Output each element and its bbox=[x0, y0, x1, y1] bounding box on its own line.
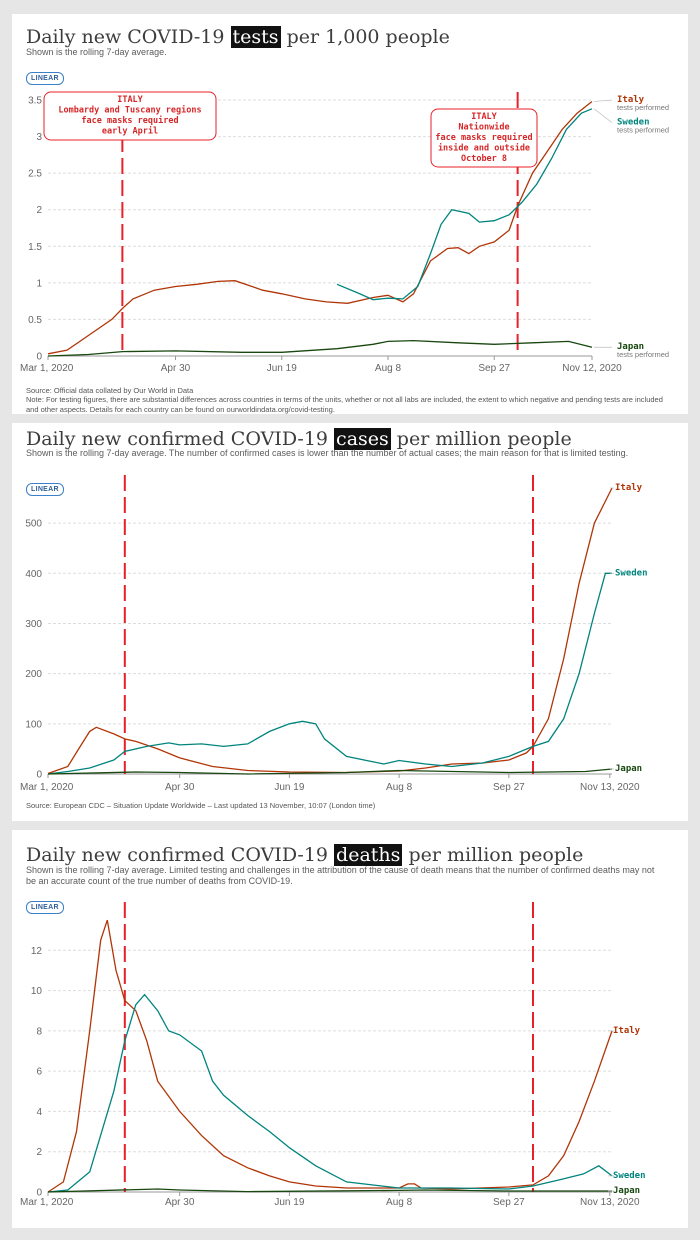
y-tick-label: 3.5 bbox=[28, 96, 42, 107]
linear-scale-toggle[interactable]: LINEAR bbox=[26, 72, 64, 85]
annotation-text: early April bbox=[102, 126, 158, 137]
series-line-japan bbox=[47, 339, 593, 357]
series-line-sweden bbox=[47, 993, 613, 1193]
chart-title: Daily new confirmed COVID-19 cases per m… bbox=[26, 428, 572, 450]
series-line-italy bbox=[47, 100, 593, 355]
x-tick-label: Jun 19 bbox=[274, 782, 304, 793]
chart-source: Source: Official data collated by Our Wo… bbox=[26, 386, 194, 395]
chart-subtitle: Shown is the rolling 7-day average. bbox=[26, 47, 167, 57]
y-tick-label: 200 bbox=[25, 669, 42, 680]
series-label-connector bbox=[593, 108, 613, 123]
y-tick-label: 2 bbox=[36, 1147, 42, 1158]
chart-plot-tests: 0 0.5 1 1.5 2 2.5 3 3.5 Mar 1, 2020 Apr 30 Jun 19 A… bbox=[20, 91, 669, 374]
annotation-text: Nationwide bbox=[458, 122, 509, 133]
y-tick-label: 1 bbox=[36, 278, 42, 289]
series-label-sweden: Sweden bbox=[617, 118, 650, 128]
chart-subtitle: Shown is the rolling 7-day average. The … bbox=[26, 448, 629, 458]
x-tick-label: Sep 27 bbox=[493, 782, 525, 793]
series-label-japan: Japan bbox=[613, 1186, 640, 1196]
x-tick-label: Mar 1, 2020 bbox=[20, 782, 74, 793]
series-label-italy: Italy bbox=[617, 95, 645, 105]
x-tick-label: Jun 19 bbox=[274, 1197, 304, 1208]
annotation-text: ITALY bbox=[471, 112, 497, 122]
x-tick-label: Jun 19 bbox=[267, 363, 297, 374]
linear-scale-toggle[interactable]: LINEAR bbox=[26, 483, 64, 496]
chart-title: Daily new confirmed COVID-19 deaths per … bbox=[26, 844, 584, 866]
chart-note: Note: For testing figures, there are sub… bbox=[26, 395, 663, 414]
x-tick-label: Mar 1, 2020 bbox=[20, 1197, 74, 1208]
annotation-text: inside and outside bbox=[438, 143, 530, 154]
x-tick-label: Apr 30 bbox=[165, 1197, 195, 1208]
y-tick-label: 4 bbox=[36, 1107, 42, 1118]
y-tick-label: 3 bbox=[36, 132, 42, 143]
x-tick-label: Aug 8 bbox=[375, 363, 402, 374]
annotation-text: Lombardy and Tuscany regions bbox=[58, 105, 201, 116]
y-tick-label: 0 bbox=[36, 770, 42, 781]
annotation-text: October 8 bbox=[461, 154, 507, 164]
series-label-japan: Japan bbox=[617, 342, 644, 352]
series-sublabel: tests performed bbox=[617, 103, 669, 112]
x-tick-label: Apr 30 bbox=[161, 363, 191, 374]
x-tick-label: Aug 8 bbox=[386, 1197, 413, 1208]
y-tick-label: 10 bbox=[31, 986, 43, 997]
y-tick-label: 300 bbox=[25, 619, 42, 630]
series-label-sweden: Sweden bbox=[613, 1171, 646, 1181]
series-label-italy: Italy bbox=[613, 1026, 641, 1036]
chart-panel-cases: Daily new confirmed COVID-19 cases per m… bbox=[12, 423, 688, 821]
y-tick-label: 2.5 bbox=[28, 169, 42, 180]
y-tick-label: 8 bbox=[36, 1026, 42, 1037]
series-line-italy bbox=[47, 919, 613, 1193]
series-line-japan bbox=[47, 768, 613, 775]
series-line-sweden bbox=[336, 108, 593, 301]
y-tick-label: 0 bbox=[36, 352, 42, 363]
series-label-japan: Japan bbox=[615, 764, 642, 774]
x-tick-label: Nov 13, 2020 bbox=[580, 1197, 640, 1208]
y-tick-label: 100 bbox=[25, 719, 42, 730]
y-tick-label: 12 bbox=[31, 946, 43, 957]
y-tick-label: 0.5 bbox=[28, 315, 42, 326]
chart-plot-deaths: 0 2 4 6 8 10 12 Mar 1, 2020 Apr 30 Jun 19 Aug 8 Sep… bbox=[20, 902, 646, 1208]
series-line-japan bbox=[47, 1188, 612, 1193]
linear-scale-toggle[interactable]: LINEAR bbox=[26, 901, 64, 914]
series-line-sweden bbox=[47, 572, 612, 775]
title-highlight: cases bbox=[334, 428, 391, 450]
series-sublabel: tests performed bbox=[617, 350, 669, 359]
series-label-italy: Italy bbox=[615, 483, 643, 493]
chart-plot-cases: 0 100 200 300 400 500 Mar 1, 2020 Apr 30 Jun 19 A… bbox=[20, 475, 648, 793]
title-highlight: deaths bbox=[334, 844, 403, 866]
y-tick-label: 400 bbox=[25, 569, 42, 580]
series-line-italy bbox=[47, 487, 613, 775]
x-tick-label: Apr 30 bbox=[165, 782, 195, 793]
chart-title: Daily new COVID-19 tests per 1,000 peopl… bbox=[26, 26, 450, 48]
chart-panel-tests: Daily new COVID-19 tests per 1,000 peopl… bbox=[12, 14, 688, 414]
x-tick-label: Sep 27 bbox=[493, 1197, 525, 1208]
y-tick-label: 2 bbox=[36, 205, 42, 216]
x-tick-label: Sep 27 bbox=[478, 363, 510, 374]
x-tick-label: Nov 12, 2020 bbox=[562, 363, 622, 374]
series-label-sweden: Sweden bbox=[615, 568, 648, 578]
annotation-frame bbox=[43, 91, 217, 141]
annotation-frame bbox=[430, 108, 538, 168]
chart-subtitle: Shown is the rolling 7-day average. Limi… bbox=[26, 865, 655, 886]
y-tick-label: 500 bbox=[25, 519, 42, 530]
y-tick-label: 6 bbox=[36, 1067, 42, 1078]
series-sublabel: tests performed bbox=[617, 126, 669, 135]
chart-source: Source: European CDC – Situation Update … bbox=[26, 801, 376, 810]
x-tick-label: Aug 8 bbox=[386, 782, 413, 793]
series-label-connector bbox=[593, 99, 613, 102]
title-highlight: tests bbox=[230, 26, 281, 48]
y-tick-label: 1.5 bbox=[28, 242, 42, 253]
annotation-text: ITALY bbox=[117, 95, 143, 105]
x-tick-label: Nov 13, 2020 bbox=[580, 782, 640, 793]
y-tick-label: 0 bbox=[36, 1188, 42, 1199]
annotation-text: face masks required bbox=[81, 115, 178, 126]
annotation-text: face masks required bbox=[435, 132, 532, 143]
chart-panel-deaths: Daily new confirmed COVID-19 deaths per … bbox=[12, 830, 688, 1228]
x-tick-label: Mar 1, 2020 bbox=[20, 363, 74, 374]
